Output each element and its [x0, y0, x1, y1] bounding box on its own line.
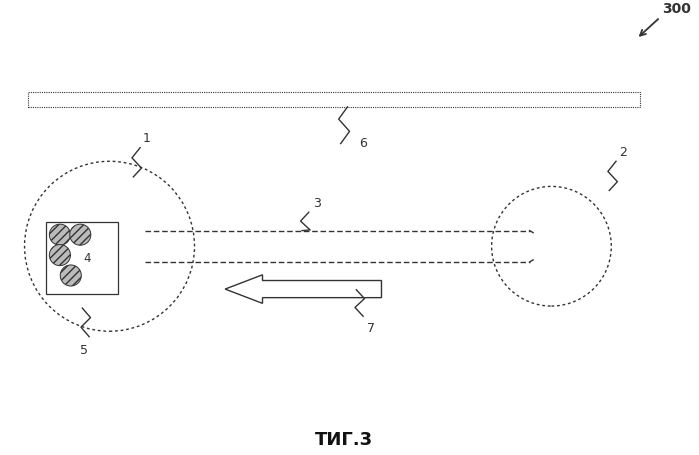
Text: 6: 6 [359, 137, 367, 150]
Text: ΤИГ.3: ΤИГ.3 [315, 430, 373, 448]
Circle shape [60, 265, 81, 286]
Circle shape [70, 225, 91, 246]
Bar [46, 223, 117, 294]
Text: 300: 300 [662, 2, 691, 16]
Text: 5: 5 [80, 343, 88, 356]
Text: 2: 2 [619, 146, 627, 158]
Text: 4: 4 [83, 252, 91, 265]
Circle shape [491, 187, 612, 306]
Bar [28, 93, 640, 108]
Polygon shape [225, 275, 382, 303]
Circle shape [24, 162, 194, 332]
Text: 3: 3 [313, 197, 321, 209]
Circle shape [50, 245, 71, 266]
Text: 1: 1 [143, 132, 151, 145]
Text: 7: 7 [367, 321, 375, 334]
Circle shape [50, 225, 71, 246]
